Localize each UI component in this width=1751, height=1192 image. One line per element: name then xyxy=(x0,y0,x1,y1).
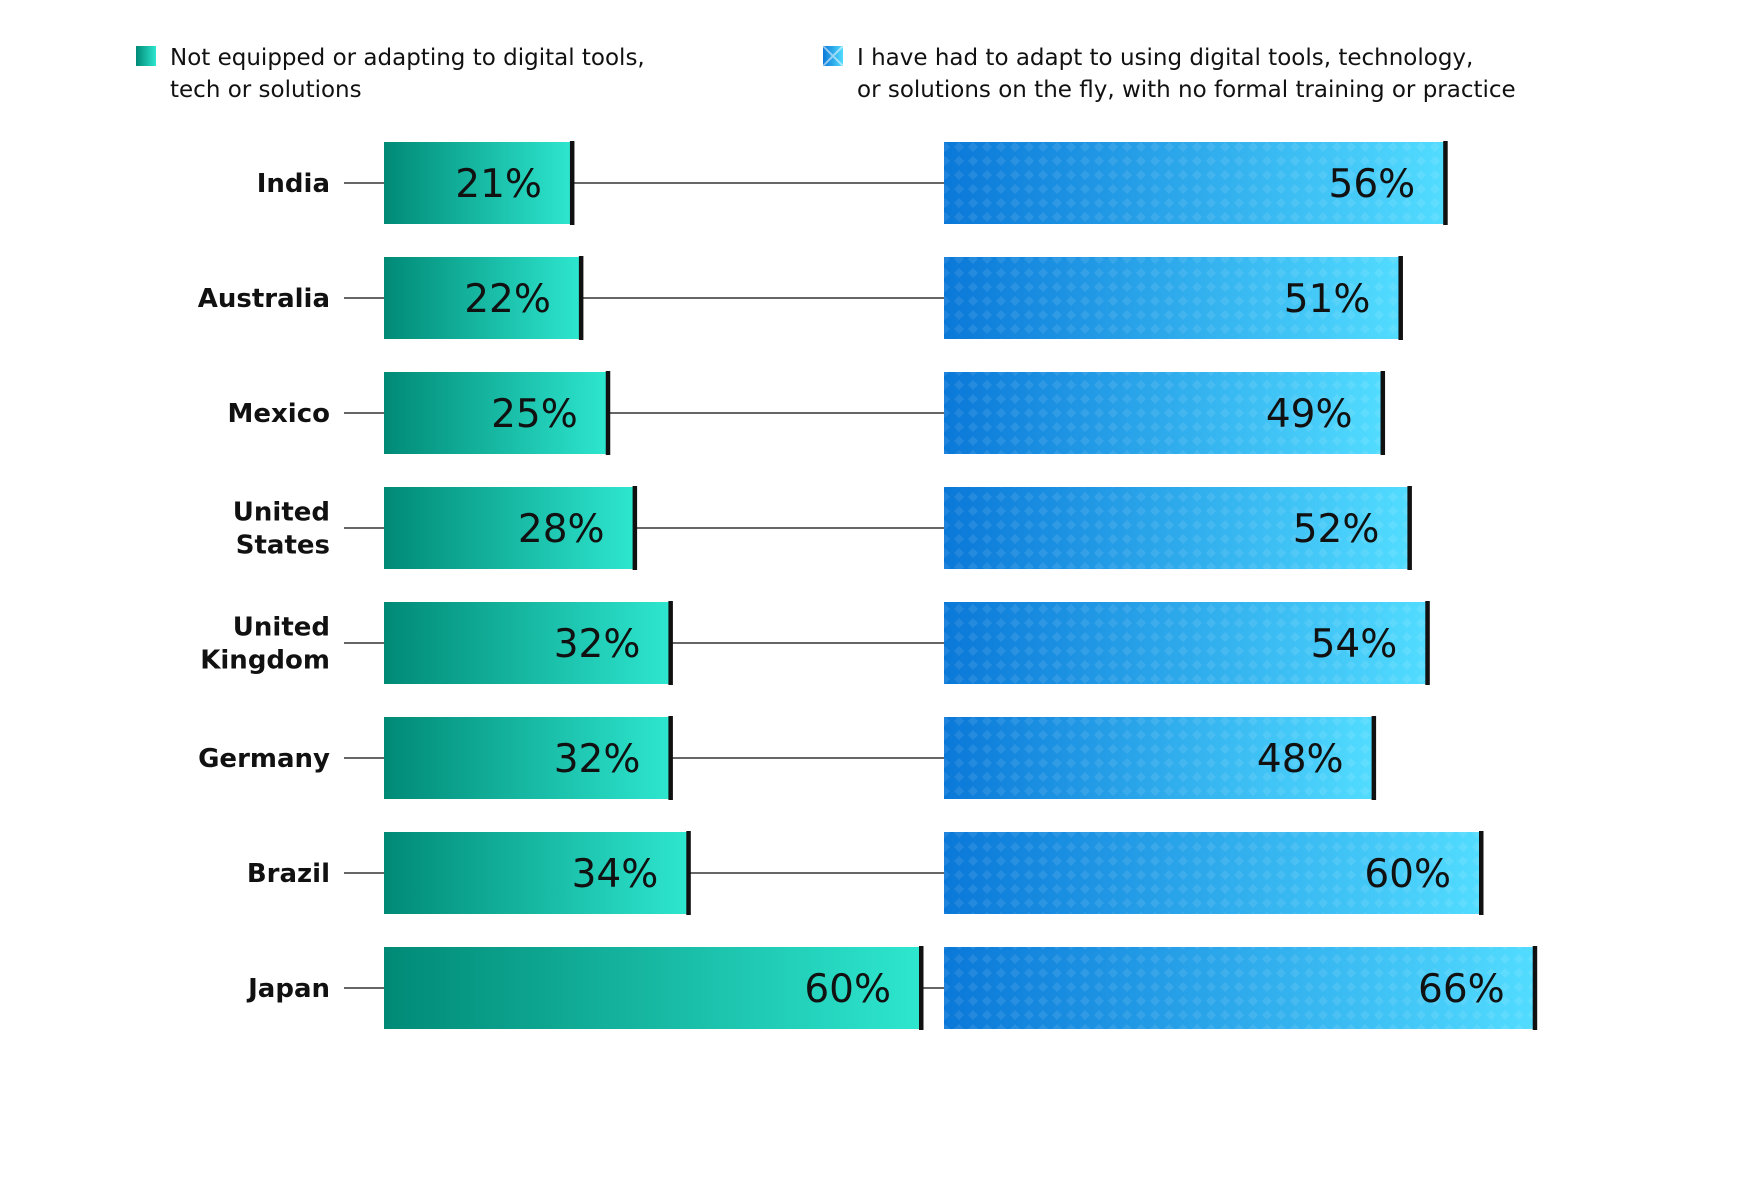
bar-series-2-pattern xyxy=(944,947,1535,1029)
category-label: Australia xyxy=(198,284,330,314)
chart-row: Mexico 25% 49% xyxy=(228,371,1386,455)
value-label-series-2: 52% xyxy=(1293,507,1380,552)
legend-label-series-1: Not equipped or adapting to digital tool… xyxy=(170,45,645,71)
value-label-series-2: 51% xyxy=(1284,277,1371,322)
legend-swatch-pattern xyxy=(822,45,844,67)
bar-series-1-end-cap xyxy=(632,486,638,570)
value-label-series-1: 32% xyxy=(554,622,641,667)
bar-series-2-end-cap xyxy=(1479,831,1484,915)
category-label: United xyxy=(233,498,330,528)
legend-label-series-2: I have had to adapt to using digital too… xyxy=(857,45,1473,71)
bar-series-2-end-cap xyxy=(1398,256,1403,340)
chart-row: Japan 60% 66% xyxy=(246,946,1538,1030)
value-label-series-2: 66% xyxy=(1418,967,1505,1012)
bar-series-1-end-cap xyxy=(686,831,691,915)
value-label-series-1: 60% xyxy=(804,967,891,1012)
bar-series-1 xyxy=(384,142,572,224)
chart-row: Australia 22% 51% xyxy=(198,256,1403,340)
value-label-series-1: 32% xyxy=(554,737,641,782)
legend-label-series-2: or solutions on the fly, with no formal … xyxy=(857,77,1516,103)
bar-series-1-end-cap xyxy=(919,946,924,1030)
chart-row: Brazil 34% 60% xyxy=(247,831,1484,915)
bar-series-1 xyxy=(384,257,581,339)
bar-series-1 xyxy=(384,947,921,1029)
bar-series-1 xyxy=(384,832,689,914)
bar-series-2-pattern xyxy=(944,142,1446,224)
category-label: United xyxy=(233,613,330,643)
bar-series-1-end-cap xyxy=(668,601,673,685)
chart-rows: India 21% 56% Australia 22% 51% Mexico 25% 49% Un… xyxy=(198,141,1538,1030)
value-label-series-2: 60% xyxy=(1364,852,1451,897)
bar-series-1 xyxy=(384,717,671,799)
category-label: Brazil xyxy=(247,859,330,889)
chart-row: India 21% 56% xyxy=(257,141,1448,225)
value-label-series-1: 21% xyxy=(455,162,542,207)
bar-series-1-end-cap xyxy=(605,371,611,455)
value-label-series-2: 48% xyxy=(1257,737,1344,782)
bar-series-2-pattern xyxy=(944,717,1374,799)
bar-series-1-end-cap xyxy=(668,716,673,800)
value-label-series-2: 54% xyxy=(1311,622,1398,667)
category-label: Germany xyxy=(198,744,330,774)
bar-series-1 xyxy=(384,487,635,569)
bar-series-2-pattern xyxy=(944,257,1401,339)
category-label: Kingdom xyxy=(200,646,330,676)
category-label: Japan xyxy=(246,974,330,1004)
bar-series-2-end-cap xyxy=(1425,601,1430,685)
bar-series-1-end-cap xyxy=(569,141,575,225)
bar-series-1 xyxy=(384,372,608,454)
chart-row: Germany 32% 48% xyxy=(198,716,1377,800)
value-label-series-1: 22% xyxy=(464,277,551,322)
bar-series-2-end-cap xyxy=(1380,371,1386,455)
bar-series-2-end-cap xyxy=(1532,946,1538,1030)
category-label: States xyxy=(236,531,330,561)
legend-swatch-teal xyxy=(136,46,156,66)
value-label-series-1: 34% xyxy=(572,852,659,897)
bar-series-2-pattern xyxy=(944,372,1383,454)
bar-series-2-end-cap xyxy=(1371,716,1377,800)
bar-series-2-pattern xyxy=(944,602,1428,684)
bar-series-2-pattern xyxy=(944,487,1410,569)
value-label-series-2: 49% xyxy=(1266,392,1353,437)
value-label-series-1: 25% xyxy=(491,392,578,437)
bar-series-2-end-cap xyxy=(1443,141,1448,225)
value-label-series-1: 28% xyxy=(518,507,605,552)
bar-series-1-end-cap xyxy=(578,256,584,340)
category-label: India xyxy=(257,169,330,199)
bar-series-2-pattern xyxy=(944,832,1481,914)
bar-series-1 xyxy=(384,602,671,684)
bar-series-2-end-cap xyxy=(1407,486,1412,570)
legend: Not equipped or adapting to digital tool… xyxy=(136,45,1516,103)
legend-label-series-1: tech or solutions xyxy=(170,77,362,103)
category-label: Mexico xyxy=(228,399,330,429)
value-label-series-2: 56% xyxy=(1329,162,1416,207)
